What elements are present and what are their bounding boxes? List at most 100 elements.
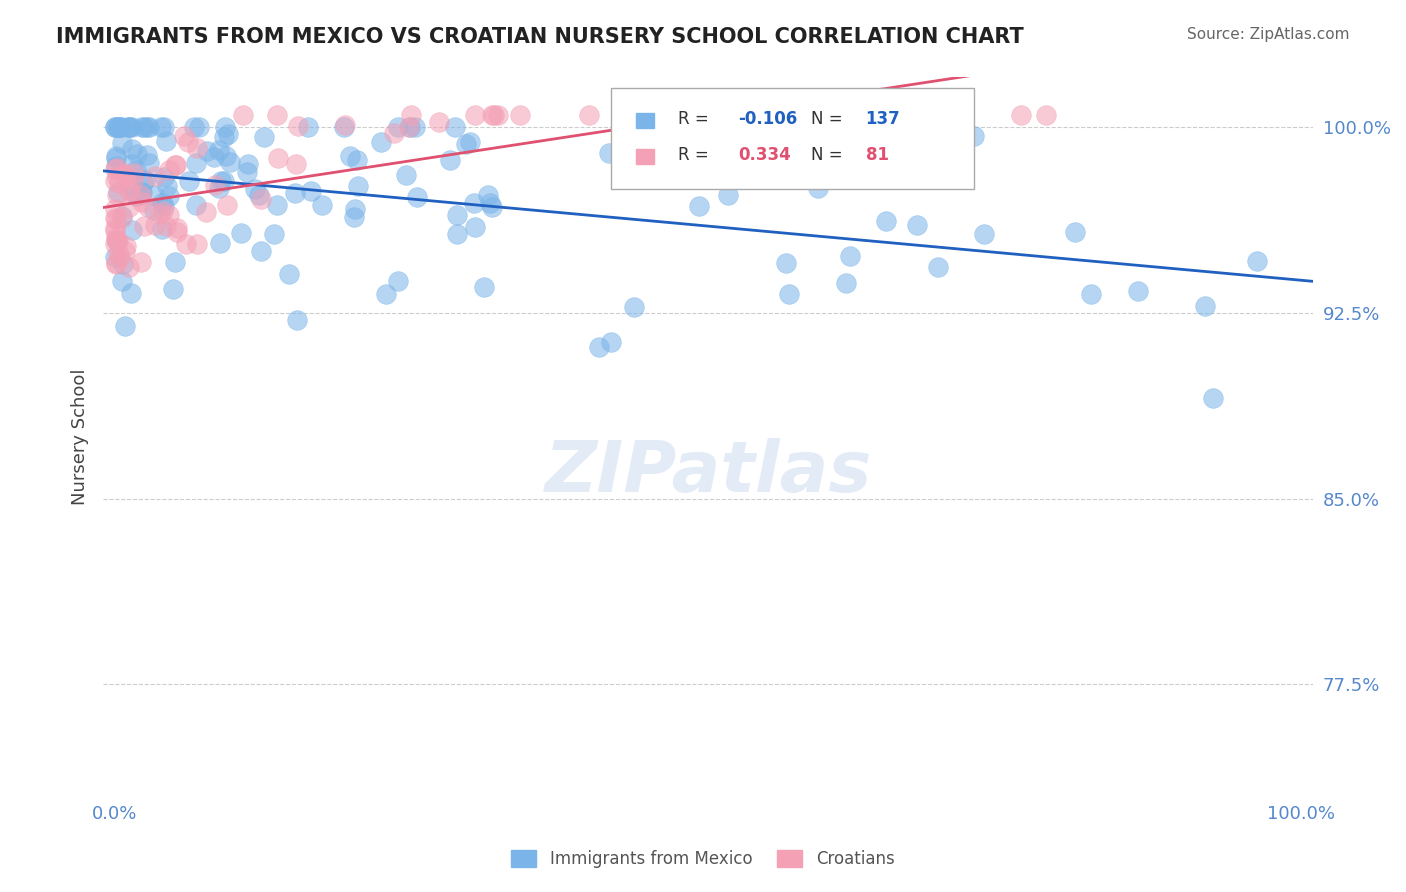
Point (208, 143, 231, 157)
Point (578, 107, 600, 121)
Point (908, 107, 931, 121)
Point (143, 203, 166, 218)
Point (905, 218, 928, 232)
Point (118, 120, 141, 134)
Point (121, 120, 143, 134)
Point (107, 120, 129, 134)
Point (143, 187, 166, 202)
Point (477, 188, 499, 202)
Point (104, 174, 127, 188)
Point (463, 196, 485, 211)
Point (131, 120, 153, 134)
Point (107, 177, 129, 191)
Point (157, 208, 180, 222)
Point (162, 282, 184, 296)
Point (176, 135, 198, 149)
Point (347, 178, 370, 193)
Point (143, 169, 166, 183)
Point (125, 146, 148, 161)
Point (285, 157, 308, 171)
Text: ZIPatlas: ZIPatlas (544, 438, 872, 507)
Point (343, 210, 366, 224)
Point (108, 120, 131, 134)
Point (848, 107, 870, 121)
Point (472, 280, 495, 294)
Point (118, 200, 141, 214)
Point (166, 221, 188, 235)
Point (229, 226, 252, 240)
Point (481, 107, 503, 121)
Point (250, 244, 273, 258)
Point (114, 318, 136, 333)
Point (236, 157, 259, 171)
Point (108, 250, 131, 264)
Point (202, 150, 225, 164)
Point (250, 192, 273, 206)
Point (235, 164, 257, 178)
Point (333, 118, 356, 132)
Point (107, 234, 129, 248)
Point (157, 163, 180, 178)
Point (132, 175, 155, 189)
Point (157, 189, 180, 203)
Point (125, 163, 148, 178)
Point (107, 245, 129, 260)
Point (117, 120, 139, 134)
Point (1035, 107, 1057, 121)
Point (111, 209, 134, 223)
Point (105, 159, 128, 173)
Point (188, 120, 211, 134)
Point (104, 162, 127, 177)
Point (131, 194, 153, 209)
Point (1202, 391, 1225, 405)
Point (150, 221, 173, 235)
Point (153, 120, 176, 134)
Point (105, 169, 128, 184)
Point (122, 166, 145, 180)
Point (253, 130, 276, 145)
Point (129, 185, 152, 199)
Point (285, 312, 308, 326)
Point (121, 142, 143, 156)
Point (132, 120, 155, 134)
Point (232, 107, 254, 121)
Point (129, 188, 152, 202)
Point (464, 220, 486, 235)
Point (104, 120, 127, 134)
Point (111, 274, 134, 288)
Point (166, 225, 188, 239)
Point (105, 234, 128, 248)
Point (163, 158, 186, 172)
Text: 0.334: 0.334 (738, 146, 792, 164)
Point (219, 155, 242, 169)
Point (110, 120, 132, 134)
Text: 81: 81 (866, 146, 889, 164)
Point (122, 173, 145, 187)
Legend: Immigrants from Mexico, Croatians: Immigrants from Mexico, Croatians (505, 843, 901, 875)
Point (479, 196, 502, 211)
Point (446, 208, 468, 222)
Text: -0.106: -0.106 (738, 110, 797, 128)
Point (839, 249, 862, 263)
Point (1080, 287, 1102, 301)
Point (195, 144, 218, 158)
Point (346, 153, 368, 167)
Point (486, 107, 509, 121)
Point (143, 218, 166, 232)
Point (165, 255, 187, 269)
Point (104, 237, 127, 252)
Point (245, 182, 267, 196)
Point (333, 120, 356, 134)
Point (104, 120, 127, 134)
Point (446, 227, 468, 242)
Point (114, 167, 136, 181)
Point (208, 181, 231, 195)
Point (105, 188, 128, 202)
Point (1064, 225, 1087, 239)
Point (177, 174, 200, 188)
Point (267, 151, 290, 165)
Point (124, 185, 146, 199)
Point (284, 186, 307, 200)
Point (107, 185, 129, 199)
Point (186, 236, 208, 251)
